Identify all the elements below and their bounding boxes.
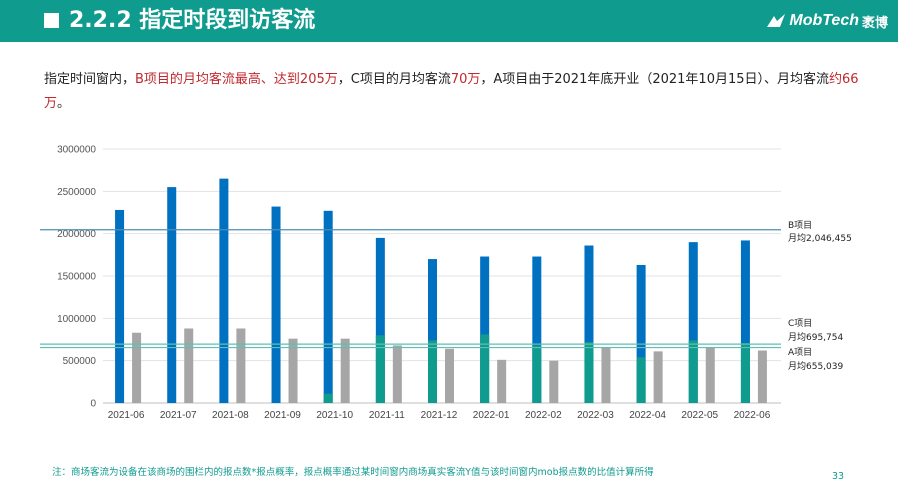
bar-B-2021-09 (271, 206, 281, 403)
bar-A-2021-10 (323, 393, 333, 403)
bar-C-2021-07 (184, 328, 194, 403)
summary-part-4: 70万 (450, 72, 481, 87)
bar-A-2021-12 (428, 340, 437, 403)
summary-part-2: B项目的月均客流最高、达到205万 (135, 72, 338, 87)
summary-text: 指定时间窗内，B项目的月均客流最高、达到205万，C项目的月均客流70万，A项目… (44, 68, 864, 116)
bar-B-2021-12 (428, 259, 437, 403)
ref-name-B: B项目 (788, 220, 812, 231)
bar-B-2022-06 (740, 240, 750, 403)
summary-part-5: ，A项目由于2021年底开业（2021年10月15日）、月均客流 (480, 72, 830, 87)
bar-C-2021-06 (132, 332, 142, 403)
x-tick-label: 2022-03 (577, 410, 614, 421)
bird-logo-icon (767, 14, 786, 27)
bar-C-2022-06 (757, 350, 767, 403)
ref-value-A: 月均655,039 (788, 360, 843, 372)
bar-C-2021-10 (340, 338, 350, 403)
bar-B-2022-05 (688, 242, 698, 403)
x-tick-label: 2022-05 (681, 410, 718, 421)
bar-C-2022-01 (497, 359, 507, 403)
mobtech-logo: MobTech 袤博 (766, 10, 888, 32)
bar-B-2021-08 (219, 178, 229, 403)
title-square-icon (44, 13, 59, 28)
bar-B-2021-10 (323, 210, 333, 403)
bar-B-2021-06 (115, 209, 125, 403)
y-tick-label: 0 (90, 399, 96, 410)
logo-cn: 袤博 (861, 15, 888, 31)
logo-name: MobTech (789, 12, 859, 29)
visitor-flow-chart: 0 500000 1000000 1500000 2000000 2500000 30000… (40, 145, 852, 421)
slide-header: 2.2.2 指定时段到访客流 MobTech 袤博 (0, 0, 898, 42)
x-tick-label: 2022-01 (473, 410, 510, 421)
bar-A-2022-06 (740, 342, 750, 403)
bar-C-2022-04 (653, 351, 663, 403)
x-tick-label: 2021-10 (316, 410, 353, 421)
bar-B-2021-11 (375, 237, 385, 403)
bar-C-2022-02 (549, 360, 559, 403)
ref-name-A: A项目 (788, 347, 812, 358)
bar-B-2022-01 (480, 256, 490, 403)
x-tick-label: 2022-04 (629, 410, 666, 421)
y-tick-label: 2000000 (57, 229, 96, 240)
bar-A-2022-01 (480, 334, 490, 403)
bar-B-2022-02 (532, 256, 542, 403)
x-tick-label: 2021-11 (369, 410, 405, 421)
ref-value-B: 月均2,046,455 (788, 232, 852, 244)
ref-name-C: C项目 (788, 318, 812, 329)
x-tick-label: 2021-12 (421, 410, 458, 421)
summary-part-6: 约66万 (44, 72, 859, 111)
bar-A-2022-03 (584, 342, 594, 403)
bar-A-2022-04 (636, 357, 646, 403)
y-tick-label: 1000000 (57, 314, 96, 325)
summary-part-7: 。 (57, 96, 71, 111)
x-tick-label: 2021-07 (160, 410, 197, 421)
ref-value-C: 月均695,754 (788, 331, 843, 343)
bar-A-2021-11 (375, 335, 385, 403)
page-title: 2.2.2 指定时段到访客流 (69, 8, 316, 33)
x-tick-label: 2022-06 (734, 410, 771, 421)
page-number: 33 (832, 471, 845, 482)
x-tick-label: 2021-09 (264, 410, 301, 421)
bar-A-2022-02 (532, 345, 542, 403)
bar-B-2022-04 (636, 264, 646, 403)
x-tick-label: 2021-06 (108, 410, 145, 421)
bar-C-2021-09 (288, 338, 298, 403)
x-tick-label: 2022-02 (525, 410, 562, 421)
summary-part-3: ，C项目的月均客流 (337, 72, 451, 87)
bar-A-2022-05 (688, 340, 698, 403)
y-tick-label: 3000000 (57, 145, 96, 156)
bar-C-2022-03 (601, 347, 611, 403)
footnote: 注：商场客流为设备在该商场的围栏内的报点数*报点概率，报点概率通过某时间窗内商场… (52, 467, 654, 478)
bar-B-2021-07 (167, 187, 177, 403)
summary-part-1: 指定时间窗内， (44, 72, 136, 87)
bar-B-2022-03 (584, 245, 594, 403)
bar-C-2022-05 (705, 347, 715, 403)
bar-C-2021-11 (392, 345, 402, 403)
y-tick-label: 2500000 (57, 187, 96, 198)
y-tick-label: 1500000 (57, 272, 96, 283)
y-tick-label: 500000 (63, 356, 97, 367)
bar-C-2021-12 (445, 348, 454, 403)
bar-C-2021-08 (236, 328, 246, 403)
x-tick-label: 2021-08 (212, 410, 249, 421)
